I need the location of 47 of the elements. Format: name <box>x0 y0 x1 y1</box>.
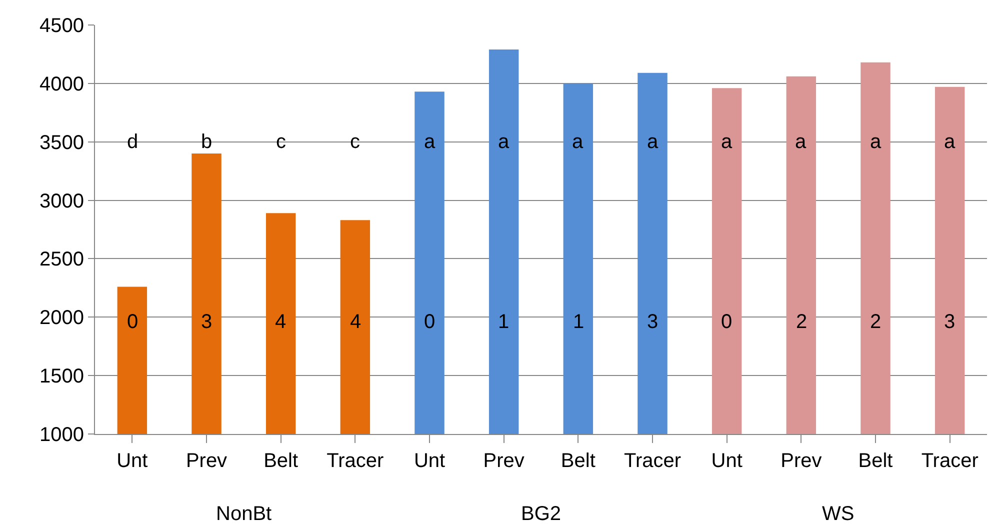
x-tick-label: Belt <box>264 450 298 472</box>
y-tick-label: 1500 <box>40 366 84 388</box>
x-tick-label: Tracer <box>624 450 682 472</box>
annotation: b <box>201 131 212 153</box>
annotation: a <box>721 131 733 153</box>
annotation: c <box>276 131 286 153</box>
annotation: 4 <box>350 311 362 333</box>
annotation: 0 <box>127 311 138 333</box>
annotation: a <box>795 131 807 153</box>
y-tick-label: 3000 <box>40 190 84 212</box>
x-tick-label: Prev <box>186 450 228 472</box>
annotation: 3 <box>647 311 658 333</box>
x-tick-label: Prev <box>780 450 822 472</box>
x-tick-label: Prev <box>483 450 524 472</box>
x-tick-label: Unt <box>414 450 446 472</box>
y-tick-label: 2000 <box>40 307 84 330</box>
annotation: a <box>870 131 882 153</box>
x-tick-label: Tracer <box>326 450 384 472</box>
y-tick-label: 4500 <box>40 15 84 37</box>
x-tick-label: Belt <box>858 450 894 472</box>
annotation: 3 <box>201 311 212 333</box>
annotation: 0 <box>721 311 732 333</box>
annotation: a <box>647 131 659 153</box>
annotation: a <box>498 131 510 153</box>
annotation: a <box>572 131 584 153</box>
annotation: d <box>127 131 138 153</box>
text: NonBt <box>216 503 272 525</box>
annotation: 3 <box>944 311 956 333</box>
y-tick-label: 4000 <box>40 73 84 96</box>
annotation: 4 <box>275 311 286 333</box>
annotation: a <box>424 131 436 153</box>
x-tick-label: Tracer <box>921 450 979 472</box>
annotation: c <box>350 131 360 153</box>
annotation: 0 <box>424 311 436 333</box>
y-tick-label: 1000 <box>40 424 84 446</box>
y-tick-label: 2500 <box>40 248 84 271</box>
y-tick-label: 3500 <box>40 132 84 154</box>
text: WS <box>822 503 854 525</box>
x-tick-label: Belt <box>560 450 596 472</box>
annotation: 1 <box>573 311 584 333</box>
annotation: 2 <box>870 311 882 333</box>
annotation: 1 <box>498 311 510 333</box>
text: BG2 <box>521 503 562 525</box>
x-tick-label: Unt <box>116 450 148 472</box>
annotation: 2 <box>796 311 808 333</box>
x-tick-label: Unt <box>711 450 743 472</box>
annotation: a <box>944 131 956 153</box>
